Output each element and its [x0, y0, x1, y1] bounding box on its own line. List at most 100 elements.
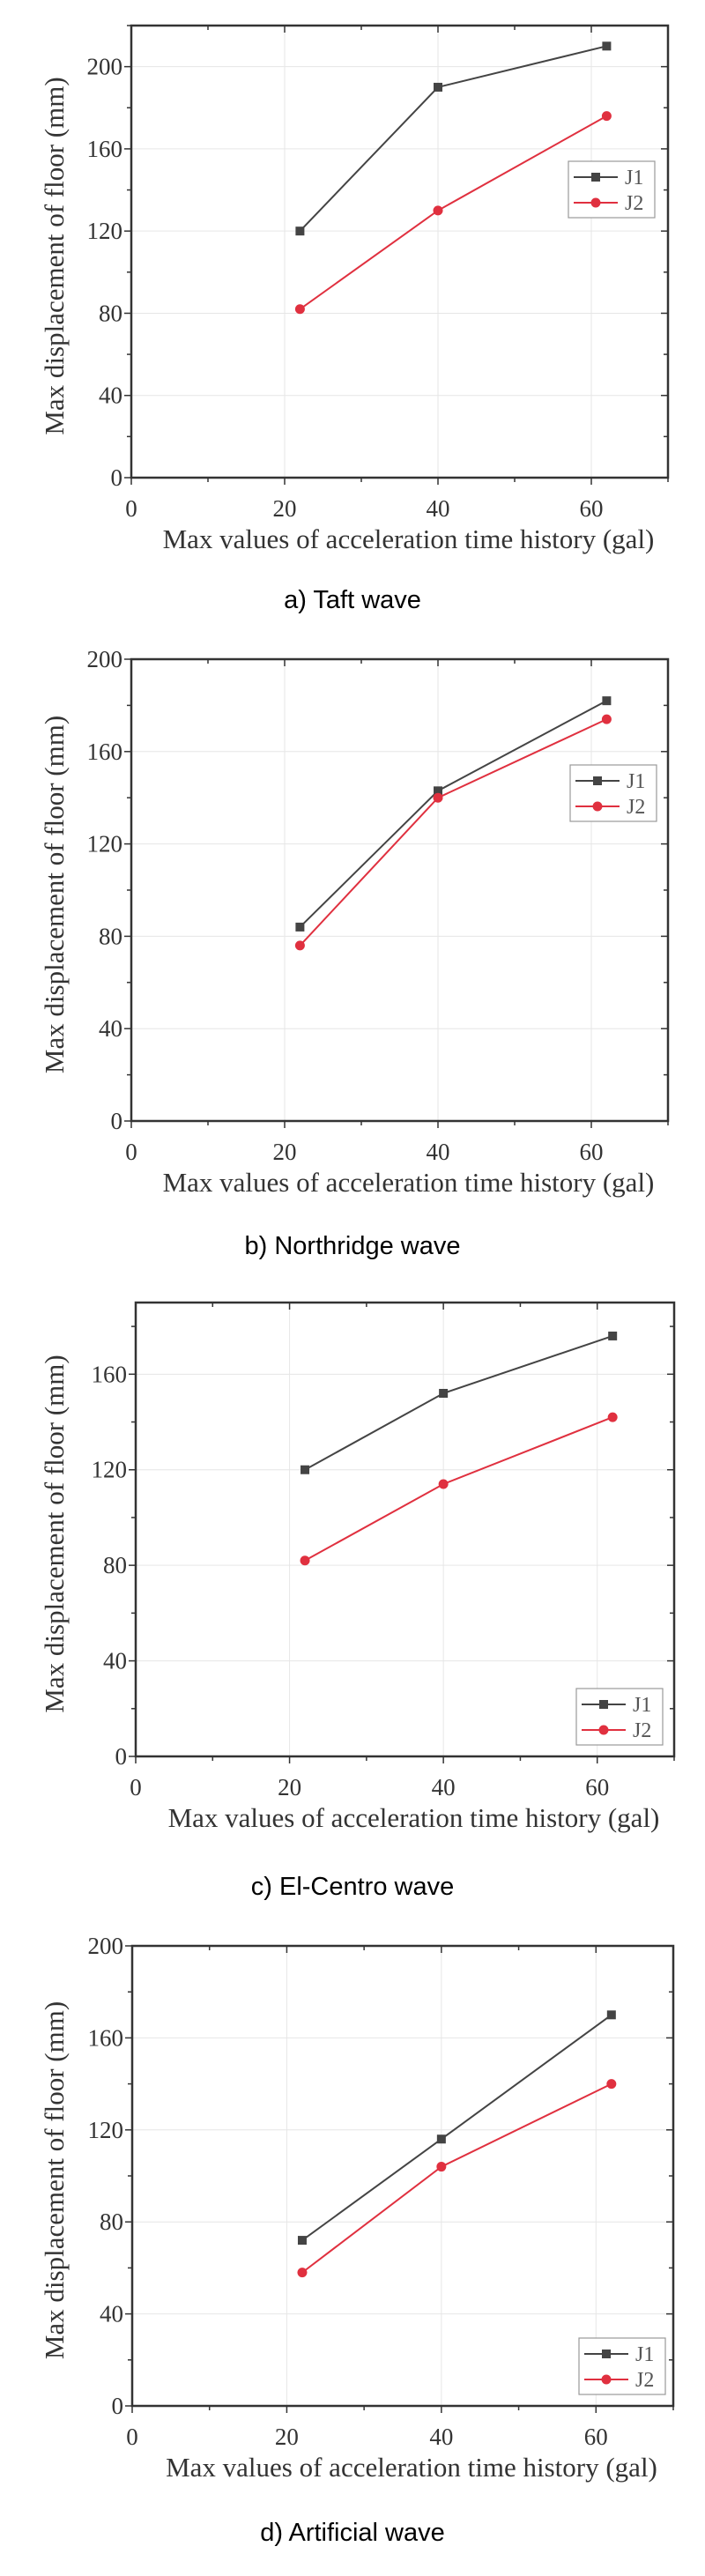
data-point-J1 — [602, 41, 612, 51]
data-point-J2 — [436, 2162, 447, 2172]
y-tick-label: 200 — [87, 646, 123, 672]
data-point-J2 — [438, 1479, 449, 1489]
chart-panel: 0 20 40 60 0 40 80 120 160 200 Max values of accel… — [0, 0, 705, 643]
x-tick-label: 40 — [427, 1139, 450, 1165]
y-tick-label: 0 — [115, 1743, 128, 1770]
data-point-J2 — [433, 205, 443, 216]
plot-frame — [130, 657, 670, 1123]
data-point-J1 — [606, 2010, 616, 2020]
legend-label: J2 — [625, 192, 643, 215]
data-point-J1 — [295, 226, 305, 236]
x-tick-label: 40 — [429, 2424, 453, 2450]
y-tick-label: 80 — [99, 923, 122, 949]
x-tick-label: 60 — [580, 495, 604, 522]
legend-label: J2 — [635, 2369, 654, 2392]
y-tick-label: 160 — [92, 1361, 128, 1387]
y-tick-label: 40 — [99, 382, 122, 409]
data-point-J2 — [601, 714, 612, 724]
x-axis-title: Max values of acceleration time history … — [163, 523, 655, 554]
y-tick-label: 40 — [100, 2301, 123, 2327]
legend-marker-J1 — [602, 2350, 611, 2358]
x-axis-title: Max values of acceleration time history … — [163, 1167, 655, 1198]
series-line-J2 — [299, 115, 607, 310]
x-tick-label: 40 — [432, 1774, 456, 1800]
y-tick-label: 40 — [103, 1648, 127, 1674]
x-tick-label: 20 — [273, 1139, 297, 1165]
y-tick-label: 160 — [88, 2024, 124, 2051]
plot-frame — [134, 1301, 676, 1758]
y-tick-label: 200 — [87, 54, 123, 80]
legend-label: J1 — [633, 1694, 651, 1717]
y-tick-label: 80 — [103, 1552, 127, 1578]
x-tick-label: 60 — [585, 1774, 609, 1800]
y-axis-title: Max displacement of floor (mm) — [39, 2001, 70, 2359]
series-line-J1 — [304, 1335, 613, 1471]
x-tick-label: 0 — [125, 1139, 137, 1165]
data-point-J2 — [607, 1412, 618, 1422]
legend-box — [569, 764, 657, 822]
y-tick-label: 120 — [87, 831, 123, 857]
x-tick-label: 20 — [278, 1774, 301, 1800]
data-point-J2 — [300, 1555, 310, 1566]
data-point-J1 — [295, 922, 305, 932]
y-tick-label: 120 — [87, 218, 123, 244]
y-tick-label: 0 — [111, 1108, 123, 1134]
data-point-J2 — [294, 304, 305, 315]
y-tick-label: 0 — [111, 464, 123, 491]
legend-marker-J1 — [591, 173, 600, 182]
y-tick-label: 200 — [88, 1933, 124, 1959]
legend-label: J2 — [633, 1719, 651, 1742]
data-point-J1 — [297, 2236, 307, 2246]
chart-panel: 0 20 40 60 0 40 80 120 160 200 Max values of accel… — [0, 1930, 705, 2573]
chart: 0 20 40 60 0 40 80 120 160 Max values of accelera… — [39, 1301, 676, 1833]
data-point-J1 — [434, 786, 442, 796]
figure-caption: c) El-Centro wave — [250, 1873, 455, 1901]
legend-box — [568, 160, 656, 219]
series-line-J1 — [299, 45, 607, 232]
legend-label: J1 — [627, 770, 645, 793]
data-point-J1 — [434, 82, 442, 92]
legend-marker-J1 — [593, 776, 602, 785]
legend-marker-J2 — [598, 1725, 609, 1735]
legend-marker-J2 — [601, 2374, 612, 2385]
data-point-J2 — [606, 2079, 617, 2090]
x-tick-label: 0 — [125, 495, 137, 522]
legend-box — [575, 1688, 664, 1746]
series-line-J1 — [301, 2014, 612, 2241]
y-axis-title: Max displacement of floor (mm) — [39, 1355, 70, 1712]
data-point-J2 — [294, 940, 305, 951]
x-axis-title: Max values of acceleration time history … — [168, 1802, 660, 1833]
y-tick-label: 80 — [100, 2209, 123, 2235]
series-line-J2 — [304, 1416, 613, 1562]
legend-marker-J2 — [590, 197, 601, 208]
series-line-J2 — [301, 2082, 612, 2274]
data-point-J1 — [608, 1331, 618, 1340]
y-tick-label: 40 — [99, 1015, 122, 1042]
x-axis-title: Max values of acceleration time history … — [166, 2452, 657, 2483]
y-tick-label: 120 — [92, 1457, 128, 1483]
chart-panel: 0 20 40 60 0 40 80 120 160 200 Max values of accel… — [0, 643, 705, 1287]
x-tick-label: 60 — [580, 1139, 604, 1165]
x-tick-label: 60 — [584, 2424, 608, 2450]
legend-marker-J2 — [592, 801, 603, 812]
x-tick-label: 40 — [427, 495, 450, 522]
x-tick-label: 0 — [126, 2424, 138, 2450]
x-tick-label: 20 — [273, 495, 297, 522]
data-point-J2 — [601, 111, 612, 122]
figure-caption: a) Taft wave — [284, 586, 421, 614]
legend-box — [578, 2337, 666, 2395]
figure-caption: b) Northridge wave — [244, 1232, 461, 1260]
y-tick-label: 160 — [87, 136, 123, 162]
legend-label: J1 — [635, 2343, 654, 2366]
data-point-J1 — [436, 2134, 446, 2144]
data-point-J2 — [297, 2268, 308, 2278]
data-point-J1 — [301, 1465, 310, 1474]
chart: 0 20 40 60 0 40 80 120 160 200 Max values of accel… — [39, 24, 670, 554]
chart: 0 20 40 60 0 40 80 120 160 200 Max values of accel… — [39, 1933, 675, 2483]
x-tick-label: 20 — [275, 2424, 299, 2450]
data-point-J1 — [602, 696, 612, 706]
data-point-J2 — [433, 792, 443, 803]
y-tick-label: 120 — [88, 2117, 124, 2143]
figure-caption: d) Artificial wave — [260, 2519, 445, 2547]
series-line-J2 — [299, 718, 607, 947]
